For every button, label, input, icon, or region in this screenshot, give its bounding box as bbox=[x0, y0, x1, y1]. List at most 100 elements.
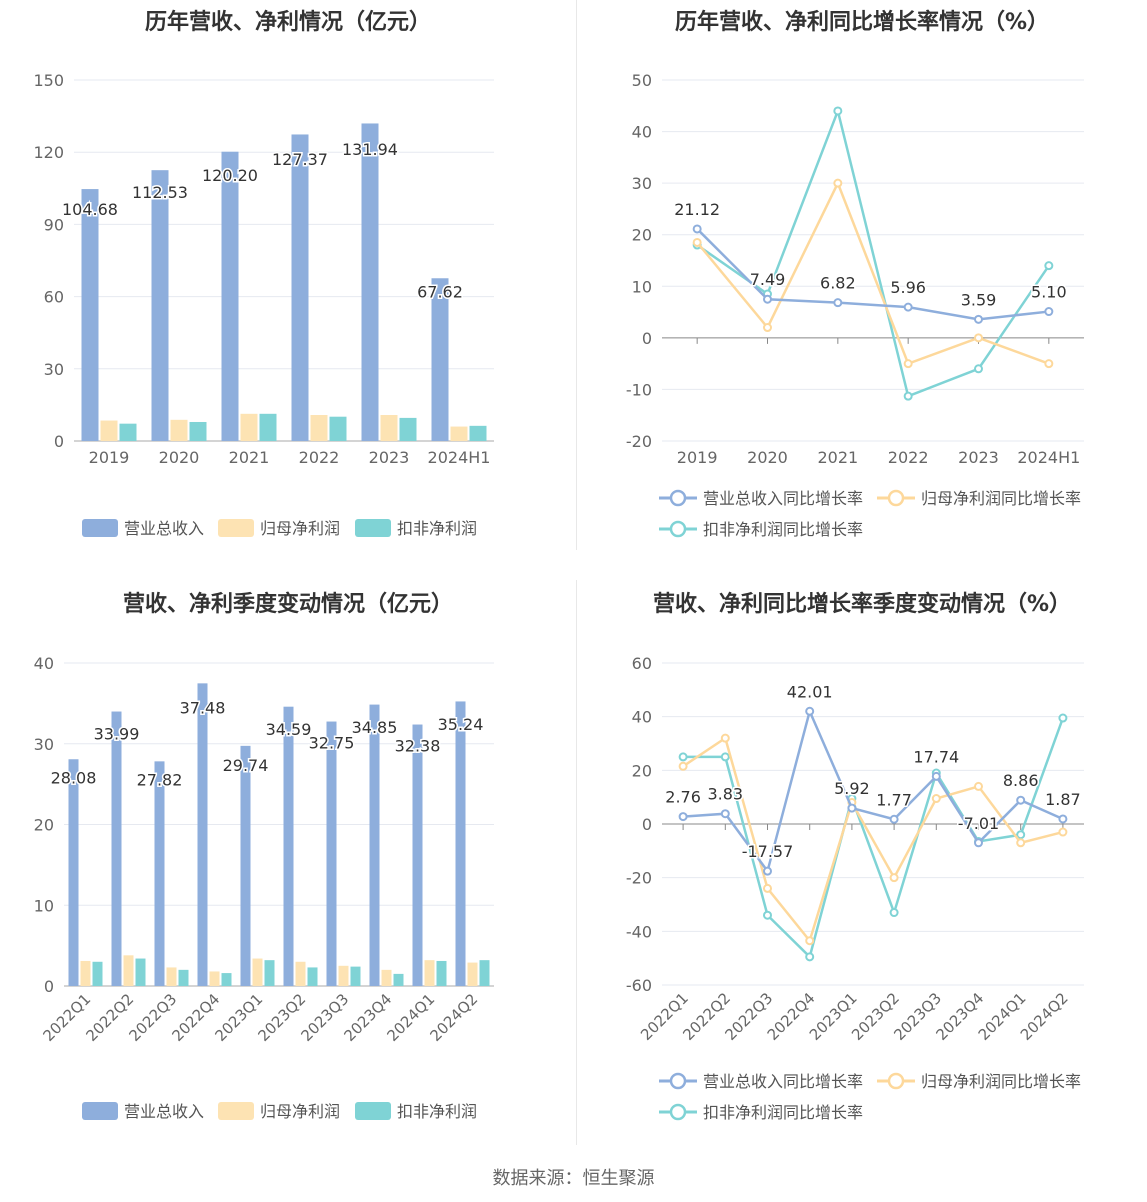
data-point bbox=[889, 908, 899, 918]
data-label: 5.92 bbox=[834, 779, 870, 798]
bar bbox=[135, 958, 146, 986]
data-label: 1.87 bbox=[1045, 790, 1081, 809]
x-tick-label: 2023 bbox=[958, 448, 999, 467]
panel-annual-line: 历年营收、净利同比增长率情况（%） -20 -10 0 10 20 30 40 50 21.12… bbox=[577, 0, 1147, 560]
y-tick-label: 150 bbox=[33, 71, 64, 90]
legend-label: 营业总收入同比增长率 bbox=[703, 489, 863, 508]
panel-quarter-line: 营收、净利同比增长率季度变动情况（%） -60 -40 -20 0 20 40 60 2.76… bbox=[577, 580, 1147, 1145]
bar bbox=[283, 706, 294, 986]
quarterly-growth-chart: -60 -40 -20 0 20 40 60 2.76 3.83 -17.57 42.01 5.92 1… bbox=[626, 654, 1084, 1122]
data-label: 67.62 bbox=[417, 282, 463, 301]
y-tick-label: -60 bbox=[626, 976, 652, 995]
data-label: 131.94 bbox=[342, 140, 398, 159]
data-label: 5.10 bbox=[1031, 283, 1067, 302]
bar bbox=[350, 966, 361, 986]
data-label: -7.01 bbox=[958, 814, 999, 833]
legend-label: 归母净利润 bbox=[260, 1102, 340, 1121]
bar bbox=[111, 711, 122, 986]
y-tick-label: -10 bbox=[626, 380, 652, 399]
bar bbox=[123, 955, 134, 986]
legend-marker bbox=[887, 1072, 905, 1090]
bar bbox=[479, 960, 490, 986]
data-point bbox=[720, 752, 730, 762]
divider-bottom bbox=[576, 580, 577, 1145]
bar bbox=[295, 961, 306, 986]
legend-swatch bbox=[82, 519, 118, 537]
data-point bbox=[1044, 307, 1054, 317]
bar bbox=[380, 415, 398, 441]
bar bbox=[68, 759, 79, 986]
legend-marker bbox=[887, 489, 905, 507]
bar bbox=[399, 417, 417, 441]
data-label: 37.48 bbox=[180, 699, 226, 718]
data-point bbox=[678, 752, 688, 762]
bar bbox=[291, 134, 309, 441]
legend-swatch bbox=[218, 519, 254, 537]
y-tick-label: -40 bbox=[626, 922, 652, 941]
bar bbox=[209, 971, 220, 986]
data-point bbox=[1016, 838, 1026, 848]
data-point bbox=[1058, 713, 1068, 723]
data-point bbox=[805, 706, 815, 716]
x-tick-label: 2024H1 bbox=[1017, 448, 1080, 467]
bar bbox=[455, 701, 466, 986]
y-tick-label: -20 bbox=[626, 432, 652, 451]
bar bbox=[412, 724, 423, 986]
data-label: 120.20 bbox=[202, 166, 258, 185]
data-label: 42.01 bbox=[787, 682, 833, 701]
bar bbox=[170, 419, 188, 441]
data-point bbox=[763, 883, 772, 893]
legend-label: 营业总收入同比增长率 bbox=[703, 1072, 863, 1091]
data-label: 35.24 bbox=[438, 715, 484, 734]
data-label: 6.82 bbox=[820, 274, 856, 293]
x-tick-label: 2022 bbox=[299, 448, 340, 467]
legend-marker bbox=[669, 520, 687, 538]
data-point bbox=[974, 838, 983, 848]
data-label: 104.68 bbox=[62, 200, 118, 219]
series-line bbox=[683, 717, 1065, 960]
data-label: -17.57 bbox=[742, 842, 794, 861]
y-tick-label: 0 bbox=[642, 815, 652, 834]
bar bbox=[329, 416, 347, 441]
bar bbox=[151, 170, 169, 441]
y-tick-label: -20 bbox=[626, 869, 652, 888]
y-tick-label: 0 bbox=[44, 977, 54, 996]
data-point bbox=[763, 323, 772, 333]
data-point bbox=[889, 873, 899, 883]
x-tick-label: 2024Q2 bbox=[1017, 989, 1072, 1044]
bar bbox=[469, 425, 487, 441]
series-line bbox=[683, 707, 1064, 874]
chart-title: 营收、净利同比增长率季度变动情况（%） bbox=[652, 592, 1072, 617]
bar bbox=[450, 426, 468, 441]
divider-top bbox=[576, 0, 577, 550]
bar bbox=[338, 965, 349, 986]
x-tick-label: 2020 bbox=[159, 448, 200, 467]
data-label: 17.74 bbox=[913, 747, 959, 766]
legend-swatch bbox=[355, 519, 391, 537]
legend-label: 扣非净利润 bbox=[397, 519, 477, 538]
data-point bbox=[903, 302, 913, 312]
bar bbox=[307, 967, 318, 986]
bar bbox=[189, 421, 207, 441]
panel-quarter-bar: 营收、净利季度变动情况（亿元） 0 10 20 30 40 28.08 33.99 27.82… bbox=[0, 580, 576, 1145]
panel-annual-bar: 历年营收、净利情况（亿元） 0 30 60 90 120 150 104.68 112.53 1… bbox=[0, 0, 576, 560]
data-point bbox=[1044, 359, 1054, 369]
bar bbox=[80, 960, 91, 986]
data-point bbox=[720, 733, 730, 743]
chart-title: 历年营收、净利情况（亿元） bbox=[144, 10, 431, 35]
legend-marker bbox=[669, 1072, 687, 1090]
bar bbox=[92, 961, 103, 986]
x-tick-label: 2019 bbox=[677, 448, 718, 467]
x-tick-label: 2022 bbox=[888, 448, 929, 467]
data-point bbox=[678, 812, 688, 822]
data-point bbox=[931, 794, 941, 804]
data-source: 数据来源：恒生聚源 bbox=[492, 1168, 655, 1189]
chart-title: 历年营收、净利同比增长率情况（%） bbox=[674, 10, 1050, 35]
data-label: 21.12 bbox=[674, 200, 720, 219]
data-label: 28.08 bbox=[51, 768, 97, 787]
quarterly-revenue-profit-chart: 01020304028.0833.9927.8237.4829.7434.593… bbox=[34, 654, 494, 1121]
y-tick-label: 40 bbox=[632, 123, 652, 142]
y-tick-label: 20 bbox=[34, 816, 54, 835]
series-line bbox=[696, 180, 1050, 366]
annual-revenue-profit-chart: 0 30 60 90 120 150 104.68 112.53 120.20 127.37 131… bbox=[33, 71, 494, 538]
